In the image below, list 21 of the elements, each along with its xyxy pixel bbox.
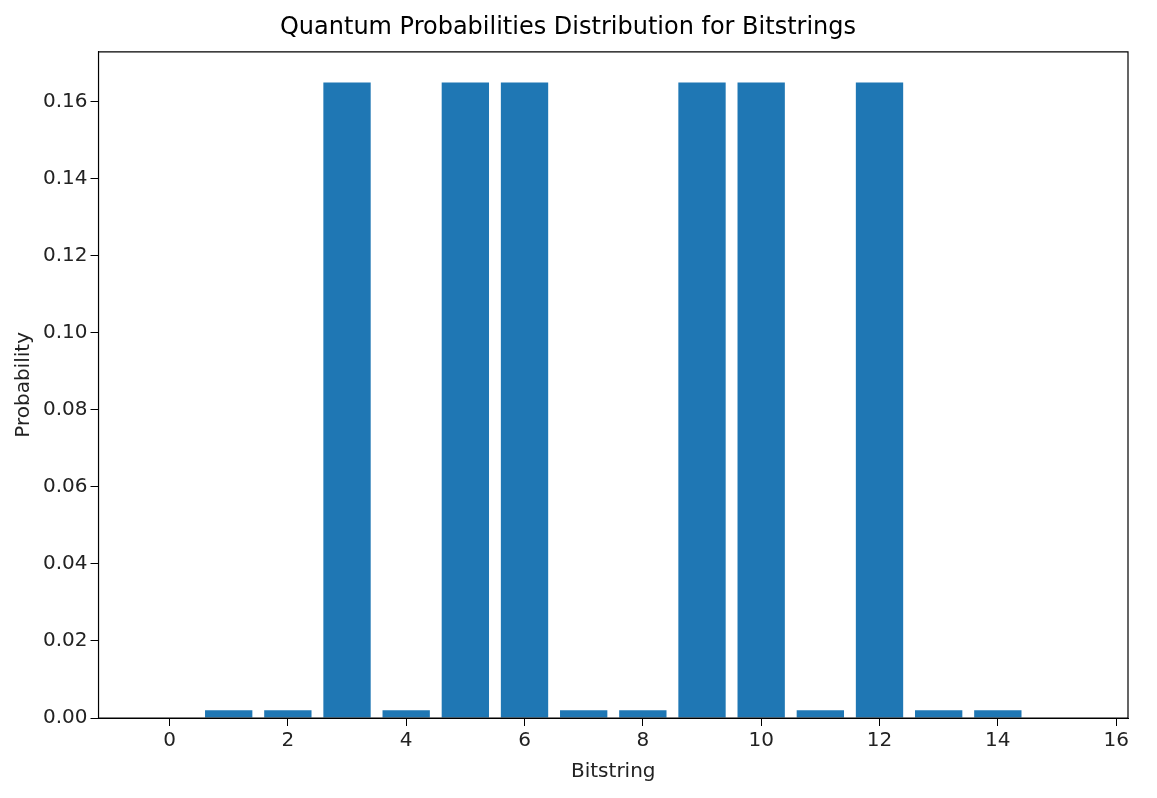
x-tick-label: 10	[748, 727, 774, 752]
x-tick-label: 6	[518, 727, 531, 752]
x-axis-title: Bitstring	[571, 758, 656, 783]
x-tick-label: 0	[163, 727, 176, 752]
y-tick-label: 0.10	[43, 319, 88, 344]
x-tick-label: 4	[399, 727, 413, 752]
x-tick-label: 16	[1103, 727, 1129, 752]
y-tick-label: 0.02	[43, 627, 88, 652]
y-tick-label: 0.00	[43, 704, 88, 729]
y-tick-label: 0.06	[43, 473, 88, 498]
y-tick-label: 0.12	[43, 242, 88, 267]
y-axis-title: Probability	[10, 331, 35, 438]
y-tick-label: 0.08	[43, 396, 88, 421]
x-tick-label: 12	[866, 727, 893, 752]
x-tick-label: 14	[985, 727, 1011, 752]
y-tick-label: 0.14	[43, 165, 88, 190]
x-tick-label: 8	[636, 727, 650, 752]
x-tick-label: 2	[281, 727, 295, 752]
y-tick-label: 0.04	[43, 550, 88, 575]
y-tick-label: 0.16	[43, 88, 88, 113]
chart-title: Quantum Probabilities Distribution for Bitstrings	[279, 11, 857, 40]
